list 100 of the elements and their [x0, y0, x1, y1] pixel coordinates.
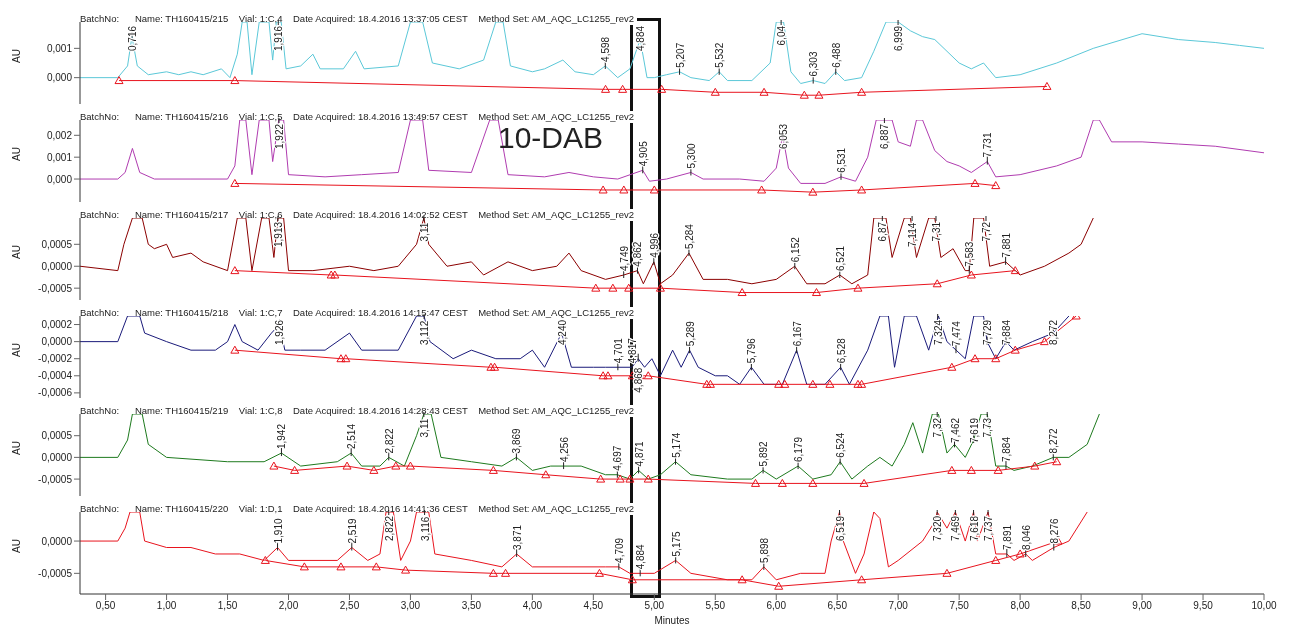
annotation: 6,887: [879, 123, 891, 149]
annotation: 3,869: [511, 427, 523, 454]
annotation: 7,619: [968, 417, 980, 443]
y-tick-label: 0,0005: [41, 238, 73, 250]
annotation: 6,531: [836, 147, 847, 173]
x-tick-label: 5,00: [644, 600, 665, 612]
y-tick-label: 0,000: [46, 72, 73, 84]
y-axis-title: AU: [10, 539, 22, 553]
annotation: 4,868: [633, 367, 645, 393]
y-tick-label: 0,0000: [41, 535, 73, 547]
y-tick-label: -0,0005: [38, 282, 73, 294]
annotation: 7,729: [982, 319, 994, 345]
annotation: 4,749: [618, 245, 630, 272]
annotation: 3,116: [419, 516, 431, 541]
annotation: 3,11: [418, 418, 430, 438]
y-axis-title: AU: [10, 49, 22, 63]
annotation: 6,053: [777, 123, 789, 149]
y-tick-label: -0,0006: [38, 387, 73, 399]
annotation: 4,871: [633, 440, 645, 467]
chart-title: BatchNo: Name: TH160415/216 Vial: 1:C,5 Date Acquired: 18.4.2016 13:49:57 CEST Method Set: AM_AQC_LC1255_rev2: [80, 111, 637, 123]
annotation: 5,207: [674, 42, 686, 68]
annotation: 7,474: [950, 320, 962, 347]
x-tick-label: 4,50: [583, 600, 604, 612]
annotation: 7,32: [932, 417, 944, 438]
annotation: 4,862: [632, 241, 644, 267]
annotation: 10-DAB: [498, 121, 604, 154]
chart-title: BatchNo: Name: TH160415/218 Vial: 1:C,7 Date Acquired: 18.4.2016 14:15:47 CEST Method Set: AM_AQC_LC1255_rev2: [80, 307, 637, 319]
annotation: 5,174: [670, 432, 682, 458]
x-tick-label: 10,00: [1251, 600, 1277, 612]
annotation: 7,324: [932, 319, 944, 345]
x-tick-label: 7,00: [888, 600, 909, 612]
annotation: 4,709: [613, 537, 625, 563]
annotation: 4,884: [635, 543, 647, 570]
annotation: 5,300: [685, 143, 697, 169]
annotation: 4,256: [558, 436, 570, 463]
annotation: 5,796: [746, 337, 758, 364]
annotation: 4,598: [600, 36, 612, 62]
y-axis-title: AU: [10, 343, 22, 357]
chart-title: BatchNo: Name: TH160415/217 Vial: 1:C,6 Date Acquired: 18.4.2016 14:02:52 CEST Method Set: AM_AQC_LC1255_rev2: [80, 209, 637, 221]
x-tick-label: 8,50: [1071, 600, 1092, 612]
annotation: 6,521: [834, 245, 846, 272]
annotation: 5,284: [683, 223, 695, 250]
x-tick-label: 3,00: [400, 600, 421, 612]
annotation: 5,289: [684, 320, 696, 347]
annotation: 0,716: [126, 25, 138, 51]
y-tick-label: 0,0002: [41, 319, 73, 331]
annotation: 3,11: [418, 222, 430, 242]
y-axis-title: AU: [10, 147, 22, 161]
annotation: 7,31: [930, 221, 942, 242]
annotation: 4,697: [612, 445, 624, 471]
annotation: 3,871: [511, 524, 523, 550]
annotation: 1,916: [273, 25, 285, 51]
y-axis-title: AU: [10, 441, 22, 455]
annotation: 2,519: [346, 518, 358, 544]
annotation: 8,272: [1048, 319, 1060, 345]
x-tick-label: 2,00: [278, 600, 299, 612]
chart-title: BatchNo: Name: TH160415/215 Vial: 1:C,4 Date Acquired: 18.4.2016 13:37:05 CEST Method Set: AM_AQC_LC1255_rev2: [80, 13, 637, 25]
annotation: 1,910: [272, 518, 284, 544]
annotation: 6,04: [776, 25, 788, 46]
annotation: 6,87: [877, 221, 889, 242]
x-tick-label: 9,00: [1132, 600, 1153, 612]
annotation: 7,884: [1000, 319, 1012, 345]
annotation: 6,528: [835, 337, 847, 364]
x-tick-label: 6,50: [827, 600, 848, 612]
annotation: 7,114: [907, 222, 919, 247]
annotation: 6,152: [789, 236, 801, 263]
annotation: 5,532: [714, 42, 726, 68]
annotation: 6,519: [834, 515, 846, 541]
annotation: 4,817: [627, 337, 638, 364]
x-tick-label: 2,50: [339, 600, 360, 612]
annotation: 7,462: [949, 417, 961, 443]
x-tick-label: 9,50: [1193, 600, 1214, 612]
x-tick-label: 7,50: [949, 600, 970, 612]
y-axis-title: AU: [10, 245, 22, 259]
annotation: 3,112: [419, 320, 431, 345]
annotation: 8,276: [1048, 518, 1060, 544]
annotation: 7,737: [983, 515, 995, 541]
annotation: 1,922: [274, 123, 285, 149]
y-tick-label: 0,002: [46, 129, 73, 141]
annotation: 1,926: [274, 319, 286, 345]
annotation: 2,514: [346, 423, 358, 450]
annotation: 4,884: [635, 25, 647, 51]
x-axis-title: Minutes: [654, 615, 690, 626]
annotation: 7,731: [982, 132, 994, 158]
annotation: 4,701: [612, 337, 624, 364]
annotation: 7,469: [950, 515, 962, 541]
y-tick-label: -0,0002: [38, 353, 73, 365]
annotation: 8,046: [1020, 524, 1032, 550]
annotation: 8,272: [1048, 427, 1060, 454]
chart-title: BatchNo: Name: TH160415/219 Vial: 1:C,8 Date Acquired: 18.4.2016 14:28:43 CEST Method Set: AM_AQC_LC1255_rev2: [80, 405, 637, 417]
annotation: 5,898: [758, 537, 770, 563]
x-tick-label: 8,00: [1010, 600, 1031, 612]
annotation: 7,618: [968, 515, 980, 541]
annotation: 4,905: [637, 140, 649, 167]
y-tick-label: -0,0005: [38, 567, 73, 579]
annotation: 7,73: [982, 417, 994, 438]
y-tick-label: 0,000: [46, 173, 73, 185]
chart-title: BatchNo: Name: TH160415/220 Vial: 1:D,1 Date Acquired: 18.4.2016 14:41:36 CEST Method Set: AM_AQC_LC1255_rev2: [80, 503, 637, 515]
annotation: 4,240: [556, 319, 568, 345]
x-tick-label: 5,50: [705, 600, 726, 612]
